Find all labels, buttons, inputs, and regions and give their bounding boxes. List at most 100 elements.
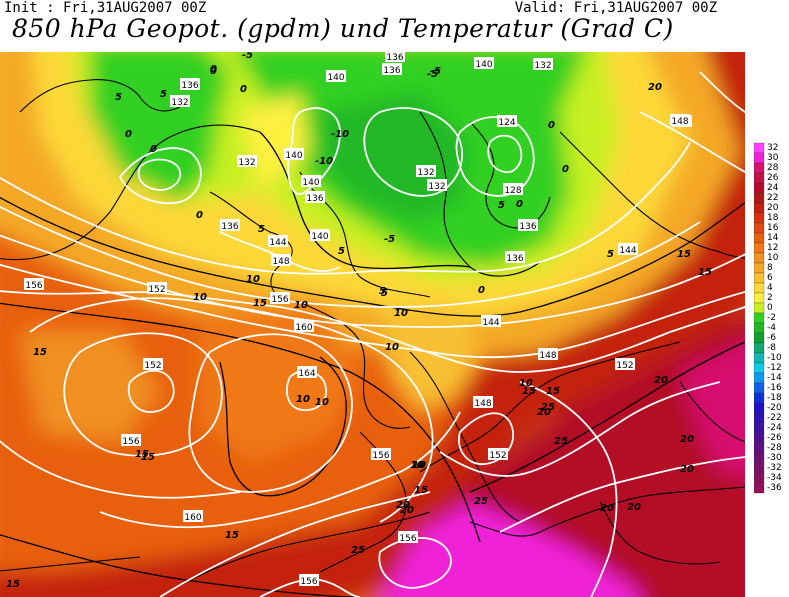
legend-label: -32	[767, 463, 782, 473]
temperature-label: -5	[427, 69, 438, 80]
legend-label: -34	[767, 473, 782, 483]
temperature-label: 0	[478, 285, 485, 296]
legend-label: -14	[767, 373, 782, 383]
temperature-label: 10	[193, 292, 207, 303]
legend-swatch	[754, 302, 765, 314]
temperature-label: 0	[210, 64, 217, 75]
temperature-label: 20	[537, 407, 551, 418]
svg-text:160: 160	[295, 323, 312, 333]
svg-text:156: 156	[122, 437, 139, 447]
legend-swatch	[754, 252, 765, 264]
legend-label: -10	[767, 353, 782, 363]
legend-swatch	[754, 242, 765, 254]
legend-swatch	[754, 482, 765, 494]
temperature-label: 10	[394, 308, 408, 319]
svg-text:144: 144	[619, 246, 636, 256]
svg-text:156: 156	[271, 295, 288, 305]
svg-text:152: 152	[616, 361, 633, 371]
legend-swatch	[754, 392, 765, 404]
temperature-label: 5	[258, 224, 265, 235]
legend-swatch	[754, 142, 765, 154]
temperature-label: 15	[698, 267, 712, 278]
geopotential-label: 156	[24, 278, 44, 291]
temperature-label: 15	[225, 530, 239, 541]
legend-swatch	[754, 172, 765, 184]
legend-label: 4	[767, 283, 773, 293]
legend-swatch	[754, 212, 765, 224]
temperature-label: 5	[498, 200, 505, 211]
geopotential-label: 132	[427, 179, 447, 192]
svg-text:152: 152	[148, 285, 165, 295]
legend-label: -28	[767, 443, 782, 453]
geopotential-label: 160	[183, 510, 203, 523]
temperature-label: 20	[654, 375, 668, 386]
temperature-label: 5	[379, 286, 386, 297]
legend-swatch	[754, 262, 765, 274]
svg-text:128: 128	[504, 186, 521, 196]
temperature-label: 20	[396, 500, 410, 511]
svg-text:160: 160	[184, 513, 201, 523]
legend-swatch	[754, 472, 765, 484]
temperature-field	[0, 52, 745, 597]
geopotential-label: 144	[268, 235, 288, 248]
geopotential-label: 144	[481, 315, 501, 328]
geopotential-label: 148	[473, 396, 493, 409]
legend-swatch	[754, 462, 765, 474]
svg-text:156: 156	[372, 451, 389, 461]
temperature-label: 25	[554, 436, 568, 447]
temperature-label: 20	[600, 503, 614, 514]
temperature-label: 5	[338, 246, 345, 257]
geopotential-label: 136	[518, 219, 538, 232]
geopotential-label: 156	[398, 531, 418, 544]
svg-text:140: 140	[327, 73, 344, 83]
temperature-label: 10	[412, 460, 426, 471]
geopotential-labels: 136 132 136 140 136 140 132 124 132 132 …	[24, 52, 692, 587]
temperature-label: 15	[135, 449, 149, 460]
legend-label: 24	[767, 183, 779, 193]
svg-text:152: 152	[144, 361, 161, 371]
legend-label: 30	[767, 153, 779, 163]
svg-text:132: 132	[238, 158, 255, 168]
geopotential-label: 136	[382, 63, 402, 76]
svg-text:164: 164	[298, 369, 315, 379]
legend-label: 14	[767, 233, 779, 243]
geopotential-label: 156	[371, 448, 391, 461]
svg-text:152: 152	[489, 451, 506, 461]
legend-label: 32	[767, 143, 778, 153]
geopotential-label: 128	[503, 183, 523, 196]
svg-text:140: 140	[311, 232, 328, 242]
legend-swatch	[754, 202, 765, 214]
legend-swatch	[754, 192, 765, 204]
temperature-label: 10	[296, 394, 310, 405]
temperature-label: 0	[150, 144, 157, 155]
legend-swatch	[754, 152, 765, 164]
svg-text:136: 136	[306, 194, 323, 204]
temperature-label: 0	[548, 120, 555, 131]
geopotential-label: 152	[147, 282, 167, 295]
temperature-label: 0	[562, 164, 569, 175]
svg-text:136: 136	[181, 81, 198, 91]
svg-text:148: 148	[474, 399, 491, 409]
legend-swatch	[754, 372, 765, 384]
temperature-label: -5	[384, 234, 395, 245]
svg-text:132: 132	[171, 98, 188, 108]
temperature-label: 20	[680, 464, 694, 475]
legend-swatch	[754, 402, 765, 414]
temperature-label: 10	[246, 274, 260, 285]
valid-time: Valid: Fri,31AUG2007 00Z	[514, 0, 717, 16]
geopotential-label: 160	[294, 320, 314, 333]
temperature-label: 20	[400, 505, 414, 516]
legend-label: 16	[767, 223, 779, 233]
svg-text:132: 132	[417, 168, 434, 178]
geopotential-label: 140	[326, 70, 346, 83]
header: Init : Fri,31AUG2007 00Z Valid: Fri,31AU…	[0, 0, 789, 50]
svg-text:148: 148	[671, 117, 688, 127]
legend-label: -6	[767, 333, 776, 343]
geopotential-label: 140	[310, 229, 330, 242]
map-title: 850 hPa Geopot. (gpdm) und Temperatur (G…	[12, 14, 674, 43]
legend-swatch	[754, 322, 765, 334]
legend-label: 6	[767, 273, 773, 283]
temperature-label: 10	[294, 300, 308, 311]
legend-label: 2	[767, 293, 773, 303]
legend-label: -30	[767, 453, 782, 463]
